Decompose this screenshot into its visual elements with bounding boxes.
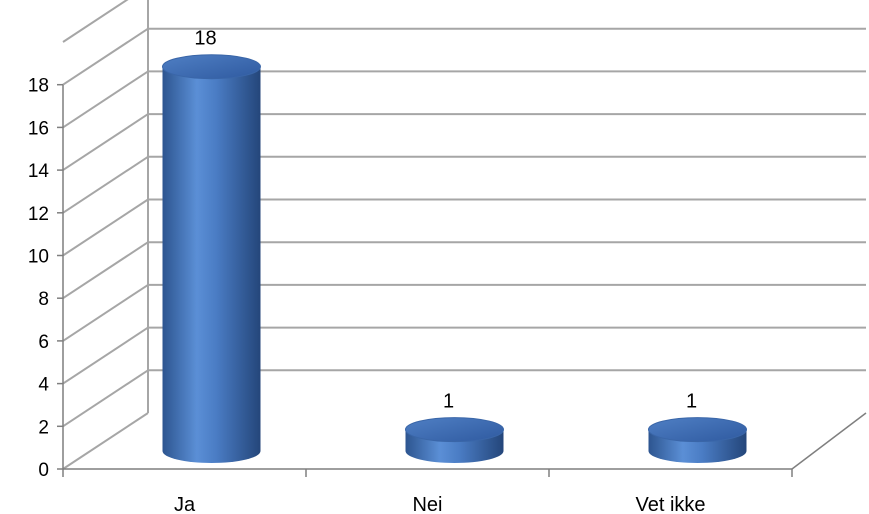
gridline-wall-top xyxy=(62,0,129,43)
bar-ja xyxy=(162,54,261,464)
floor-right-edge xyxy=(791,412,867,470)
y-tick-label: 0 xyxy=(38,460,49,481)
data-label: 1 xyxy=(443,391,454,413)
bar-vet-ikke xyxy=(648,417,747,464)
bar-top xyxy=(648,417,747,443)
gridline-wall-6 xyxy=(62,284,149,342)
y-tick-label: 2 xyxy=(38,417,49,438)
y-tick-label: 12 xyxy=(28,204,49,225)
chart-labels: 0 2 4 6 8 10 12 14 16 18 18 Ja 1 Nei 1 Vet ikke xyxy=(28,28,706,514)
bar-body xyxy=(162,66,261,464)
y-tick-label: 16 xyxy=(28,118,49,139)
data-label: 18 xyxy=(194,28,216,50)
gridline-wall-0 xyxy=(62,412,149,470)
gridline-wall-4 xyxy=(62,326,149,385)
y-tick-label: 8 xyxy=(38,289,49,310)
bar-top xyxy=(162,54,261,80)
bar-nei xyxy=(405,417,504,464)
y-tick-label: 4 xyxy=(38,375,49,396)
x-tick-label: Ja xyxy=(174,494,196,514)
gridline-wall-8 xyxy=(62,241,149,300)
y-tick-label: 10 xyxy=(28,247,49,268)
bar-top xyxy=(405,417,504,443)
gridline-wall-18 xyxy=(62,27,149,86)
gridline-wall-10 xyxy=(62,198,149,257)
gridline-wall-2 xyxy=(62,369,149,428)
y-tick-label: 18 xyxy=(28,76,49,97)
x-tick-label: Vet ikke xyxy=(635,494,705,514)
chart-bars xyxy=(162,54,747,464)
chart-axes xyxy=(57,83,867,477)
y-tick-label: 14 xyxy=(28,161,50,182)
x-tick-label: Nei xyxy=(412,494,442,514)
chart-grid xyxy=(62,0,866,470)
gridline-wall-12 xyxy=(62,155,149,214)
gridline-wall-14 xyxy=(62,113,149,171)
gridline-wall-16 xyxy=(62,70,149,129)
y-tick-label: 6 xyxy=(38,332,49,353)
data-label: 1 xyxy=(686,391,697,413)
